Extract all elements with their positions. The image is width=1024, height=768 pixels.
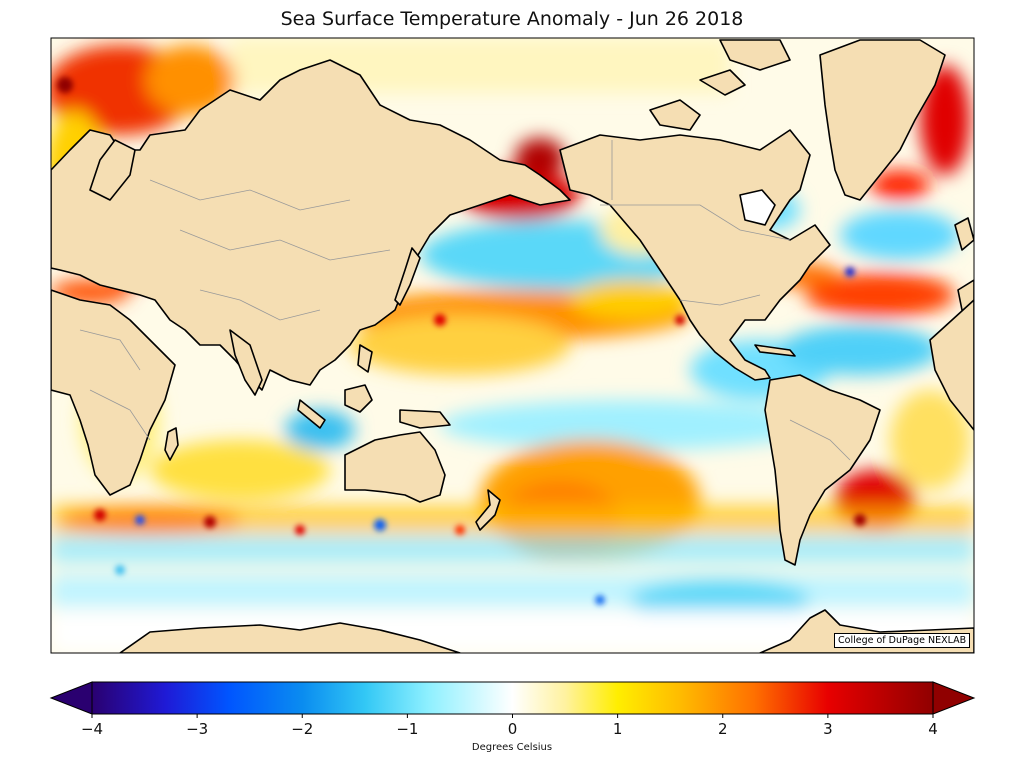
colorbar-tick-label: 1 [612,720,623,738]
sumatra [297,399,326,429]
hudson-bay [739,189,776,226]
philippines [357,344,373,373]
colorbar-body [91,681,934,715]
country-borders [79,140,851,461]
madagascar [164,427,179,461]
arctic-islands-3 [719,39,791,71]
colorbar-tick-label: 0 [507,720,518,738]
colorbar-extend-min [49,681,93,715]
greenland [819,39,946,201]
colorbar-tick-label: −2 [291,720,314,738]
land-masses [51,39,974,653]
cuba [754,344,796,357]
colorbar [49,681,976,718]
arctic-islands [649,99,701,131]
south-america [764,374,881,566]
britain [954,217,974,251]
map-frame [50,37,975,654]
page-title: Sea Surface Temperature Anomaly - Jun 26… [280,8,744,30]
colorbar-tick-label: −1 [396,720,419,738]
sst-anomaly-map [50,37,975,654]
arctic-islands-2 [699,69,746,96]
colorbar-tick-label: −3 [186,720,209,738]
new-guinea [399,409,451,429]
scandinavia [89,139,136,201]
colorbar-tick-label: −4 [80,720,104,738]
credit-label: College of DuPage NEXLAB [834,633,971,648]
africa [51,289,176,496]
africa-right-edge [929,299,974,431]
borneo [344,384,373,413]
colorbar-extend-max [932,681,976,715]
australia [344,431,446,503]
japan [394,247,421,306]
colorbar-units-label: Degrees Celsius [471,742,553,753]
colorbar-tick-label: 2 [717,720,728,738]
colorbar-tick-label: 4 [928,720,938,738]
anomaly-speckle [57,77,866,605]
colorbar-tick-label: 3 [823,720,833,738]
eurasia [51,59,571,391]
india [229,329,263,396]
antarctica [119,622,461,653]
new-zealand [475,489,501,531]
